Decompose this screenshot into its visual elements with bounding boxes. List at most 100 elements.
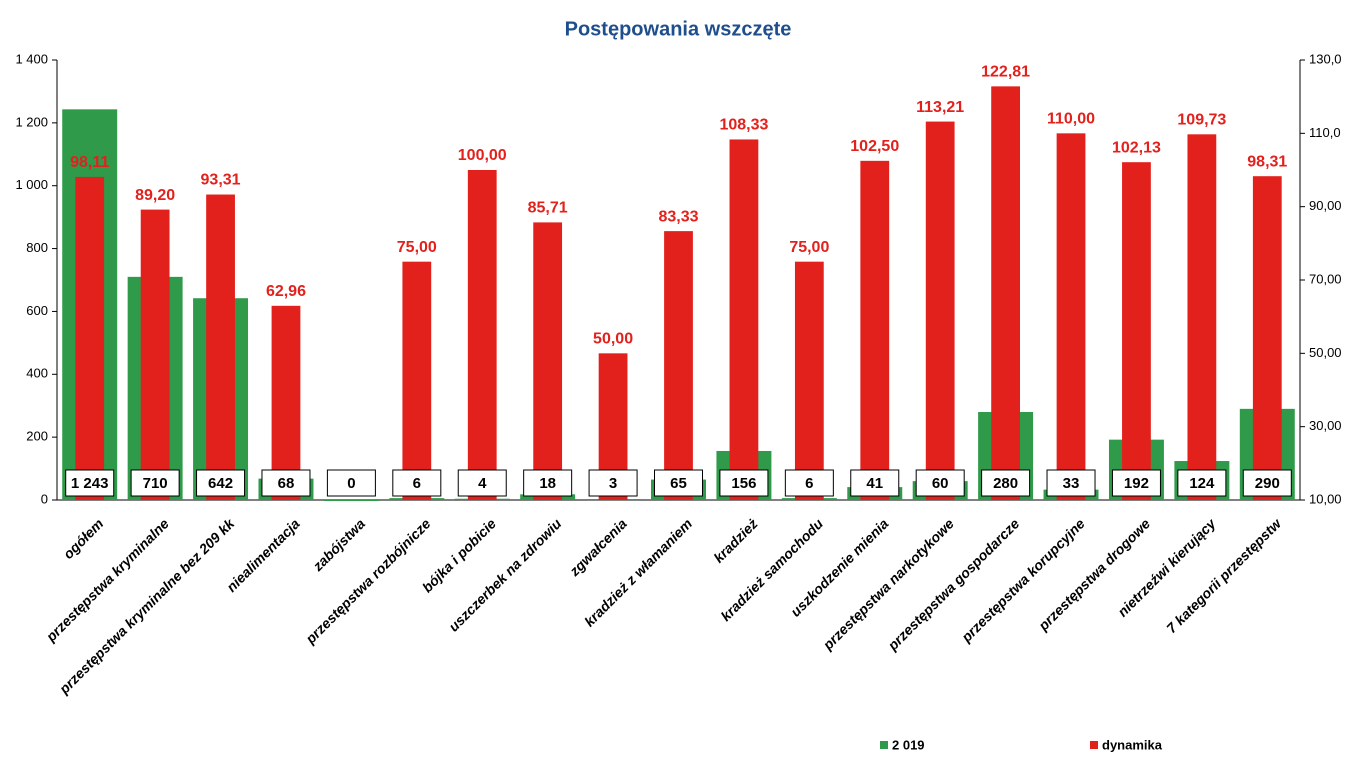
value-label: 1 243 <box>71 475 109 492</box>
bar <box>467 170 497 500</box>
label-box <box>1111 469 1161 497</box>
value-label: 710 <box>143 475 168 492</box>
value-label: 642 <box>208 475 233 492</box>
label-box <box>1046 469 1096 497</box>
x-tick-label: przestępstwa gospodarcze <box>884 515 1023 654</box>
y2-tick-label: 110,0 <box>1309 125 1341 140</box>
y2-tick-label: 130,0 <box>1309 51 1342 66</box>
value-label: 109,73 <box>1177 112 1226 129</box>
x-tick-label: ogółem <box>60 515 107 562</box>
legend-swatch <box>1090 741 1098 749</box>
y-tick-label: 1 400 <box>15 51 48 66</box>
value-label: 4 <box>478 475 487 492</box>
value-label: 98,11 <box>70 154 109 171</box>
value-label: 102,50 <box>850 138 899 155</box>
bar <box>729 139 759 500</box>
x-tick-label: kradzież z włamaniem <box>581 515 695 629</box>
y2-tick-label: 10,00 <box>1309 491 1342 506</box>
y-tick-label: 1 200 <box>15 114 48 129</box>
value-label: 62,96 <box>266 283 306 300</box>
bar <box>271 305 301 500</box>
value-label: 0 <box>347 475 355 492</box>
bar <box>75 176 105 500</box>
value-label: 98,31 <box>1247 153 1287 170</box>
y-tick-label: 600 <box>26 303 48 318</box>
legend-label: 2 019 <box>892 737 925 752</box>
value-label: 110,00 <box>1047 111 1095 128</box>
x-tick-label: zabójstwa <box>309 515 368 574</box>
label-box <box>196 469 246 497</box>
x-tick-label: zgwałcenia <box>566 515 630 579</box>
value-label: 124 <box>1189 475 1215 492</box>
label-box <box>65 469 115 497</box>
value-label: 41 <box>866 475 883 492</box>
value-label: 6 <box>413 475 421 492</box>
value-label: 156 <box>731 475 756 492</box>
label-box <box>850 469 900 497</box>
y2-tick-label: 70,00 <box>1309 271 1342 286</box>
value-label: 113,21 <box>916 99 964 116</box>
label-box <box>784 469 834 497</box>
value-label: 18 <box>539 475 556 492</box>
bar <box>860 160 890 501</box>
y-tick-label: 400 <box>26 366 48 381</box>
label-box <box>981 469 1031 497</box>
value-label: 89,20 <box>135 187 175 204</box>
value-label: 6 <box>805 475 813 492</box>
y-tick-label: 0 <box>41 491 48 506</box>
value-label: 100,00 <box>458 147 507 164</box>
x-tick-label: przestępstwa narkotykowe <box>819 515 957 653</box>
label-box <box>654 469 703 497</box>
chart-title: Postępowania wszczęte <box>565 18 792 40</box>
x-tick-label: przestępstwa korupcyjne <box>957 515 1087 645</box>
value-label: 108,33 <box>719 117 768 134</box>
label-box <box>1177 469 1227 497</box>
x-tick-label: przestępstwa rozbójnicze <box>302 515 434 647</box>
label-box <box>261 469 311 497</box>
value-label: 65 <box>670 475 687 492</box>
label-box <box>915 469 965 497</box>
y-tick-label: 200 <box>26 429 48 444</box>
label-box <box>523 469 573 497</box>
label-box <box>130 469 180 497</box>
bar <box>991 86 1020 500</box>
bar <box>402 261 432 500</box>
value-label: 102,13 <box>1112 139 1161 156</box>
y-tick-label: 1 000 <box>15 177 48 192</box>
label-box <box>392 469 442 497</box>
bar <box>533 222 563 500</box>
value-label: 83,33 <box>658 208 698 225</box>
bar <box>1056 133 1086 501</box>
value-label: 60 <box>932 475 949 492</box>
bar <box>1187 134 1217 500</box>
y-tick-label: 800 <box>26 240 48 255</box>
label-box <box>326 469 376 497</box>
bar <box>1252 176 1282 501</box>
bar <box>323 500 379 501</box>
value-label: 75,00 <box>789 239 829 256</box>
value-label: 75,00 <box>397 239 437 256</box>
y2-tick-label: 50,00 <box>1309 345 1342 360</box>
bar <box>794 261 824 500</box>
value-label: 3 <box>609 475 617 492</box>
bar <box>925 121 955 501</box>
x-tick-label: przestępstwa kryminalne <box>42 515 172 645</box>
legend-label: dynamika <box>1102 737 1163 752</box>
value-label: 50,00 <box>593 331 633 348</box>
x-tick-label: kradzież <box>710 515 760 565</box>
value-label: 290 <box>1255 475 1280 492</box>
value-label: 68 <box>278 475 295 492</box>
x-tick-label: 7 kategorii przestępstw <box>1163 515 1285 637</box>
y2-tick-label: 90,00 <box>1309 198 1342 213</box>
bar <box>664 231 693 500</box>
legend-swatch <box>880 741 888 749</box>
bar <box>1122 162 1151 500</box>
x-tick-label: uszczerbek na zdrowiu <box>445 515 564 634</box>
label-box <box>1242 469 1292 497</box>
label-box <box>588 469 638 497</box>
value-label: 192 <box>1124 475 1149 492</box>
y2-tick-label: 30,00 <box>1309 418 1342 433</box>
value-label: 122,81 <box>981 64 1030 81</box>
label-box <box>457 469 507 497</box>
